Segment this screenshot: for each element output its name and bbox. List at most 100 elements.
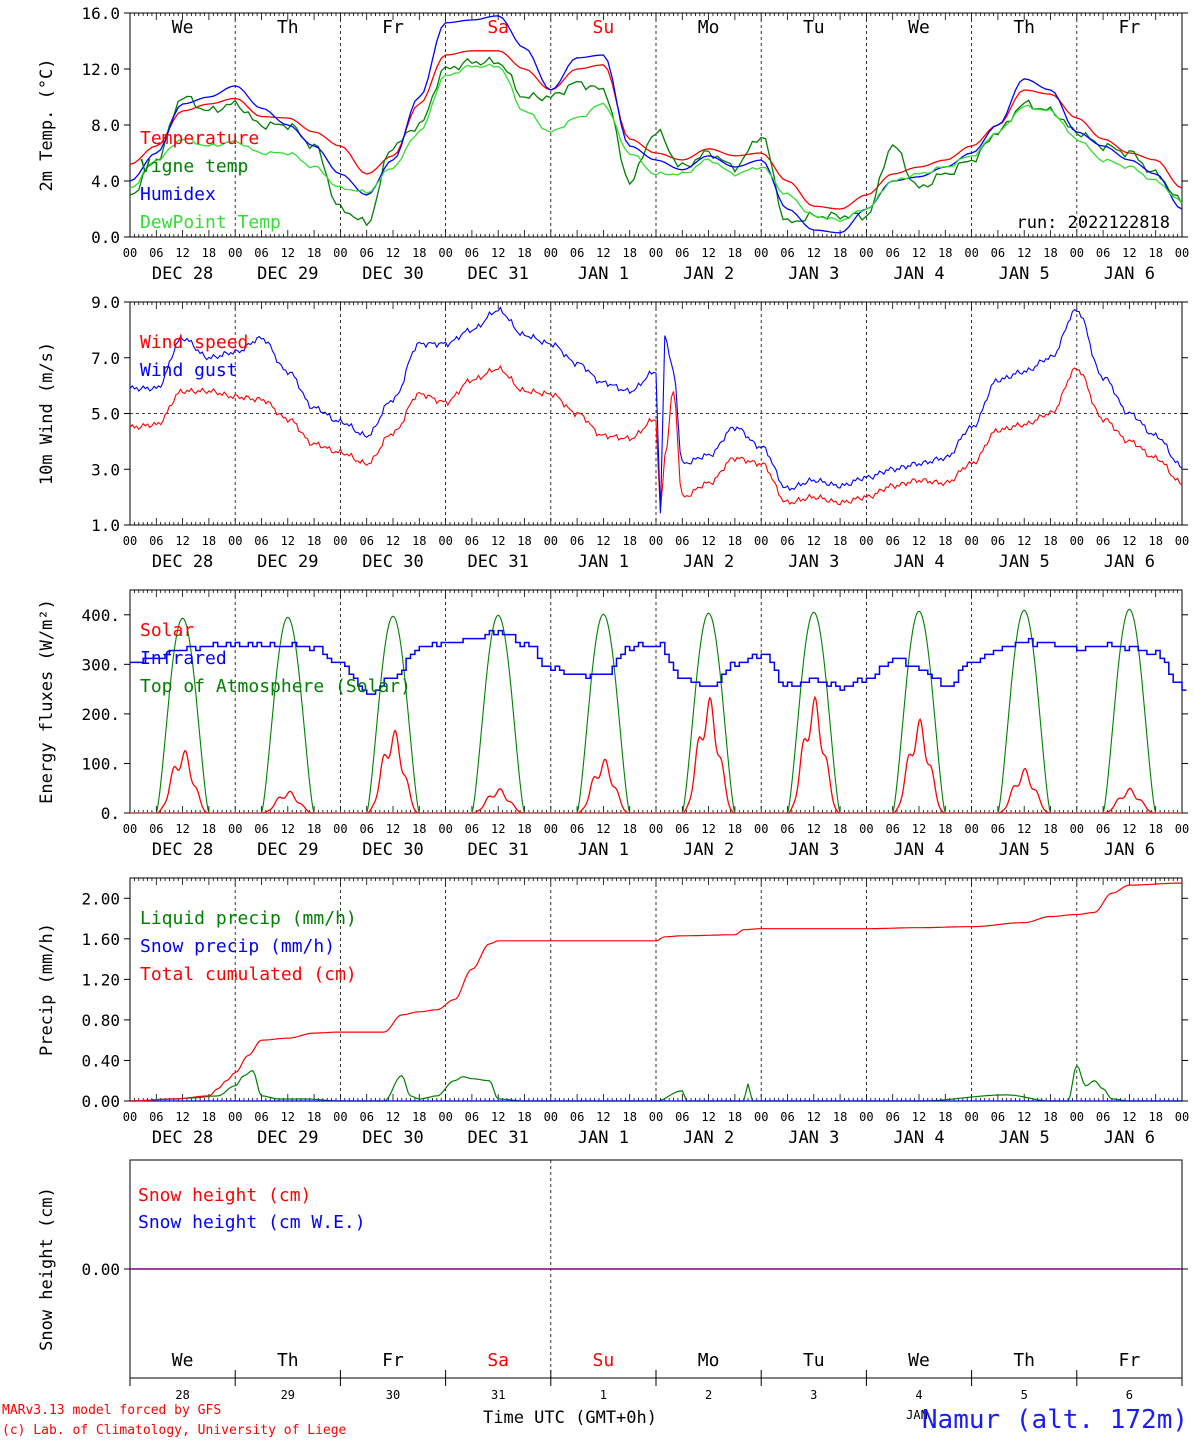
hour-tick-label: 12 bbox=[807, 534, 821, 548]
hour-tick-label: 06 bbox=[254, 822, 268, 836]
panel-2: 0. 100. 200. 300. 400. Energy fluxes (W/m²) 00… bbox=[37, 589, 1189, 860]
legend-entry: Infrared bbox=[140, 648, 227, 669]
legend-entry: Humidex bbox=[140, 184, 216, 205]
hour-tick-label: 18 bbox=[938, 534, 952, 548]
hour-tick-label: 06 bbox=[1096, 534, 1110, 548]
y-tick-label: 0. bbox=[101, 804, 120, 823]
hour-tick-label: 12 bbox=[281, 1110, 295, 1124]
y-tick-label: 1.60 bbox=[81, 930, 120, 949]
model-credit: MARv3.13 model forced by GFS bbox=[2, 1403, 221, 1418]
hour-tick-label: 06 bbox=[149, 822, 163, 836]
y-tick-label: 400. bbox=[81, 606, 120, 625]
hour-tick-label: 18 bbox=[728, 822, 742, 836]
date-label: DEC 28 bbox=[152, 552, 213, 572]
hour-tick-label: 18 bbox=[1043, 534, 1057, 548]
hour-tick-label: 12 bbox=[491, 246, 505, 260]
hour-tick-label: 12 bbox=[1017, 822, 1031, 836]
hour-tick-label: 00 bbox=[438, 822, 452, 836]
hour-tick-label: 00 bbox=[333, 534, 347, 548]
hour-tick-label: 00 bbox=[1175, 246, 1189, 260]
weekday-label: We bbox=[908, 17, 930, 38]
hour-tick-label: 18 bbox=[307, 246, 321, 260]
date-label: JAN 3 bbox=[788, 1128, 839, 1148]
hour-tick-label: 00 bbox=[964, 822, 978, 836]
hour-tick-label: 06 bbox=[885, 822, 899, 836]
hour-tick-label: 06 bbox=[254, 1110, 268, 1124]
legend-entry: Solar bbox=[140, 620, 194, 641]
hour-tick-label: 00 bbox=[859, 1110, 873, 1124]
y-tick-label: 1.20 bbox=[81, 970, 120, 989]
hour-tick-label: 12 bbox=[175, 822, 189, 836]
date-label: DEC 31 bbox=[467, 552, 528, 572]
hour-tick-label: 06 bbox=[149, 246, 163, 260]
weekday-label: We bbox=[908, 1350, 930, 1371]
hour-tick-label: 18 bbox=[622, 822, 636, 836]
y-tick-label: 300. bbox=[81, 655, 120, 674]
y-tick-label: 2.00 bbox=[81, 889, 120, 908]
hour-tick-label: 06 bbox=[991, 1110, 1005, 1124]
y-tick-label: 8.0 bbox=[91, 116, 120, 135]
date-label: JAN 2 bbox=[683, 552, 734, 572]
legend-entry: Top of Atmosphere (Solar) bbox=[140, 676, 411, 697]
hour-tick-label: 00 bbox=[859, 822, 873, 836]
hour-tick-label: 18 bbox=[412, 1110, 426, 1124]
date-label: JAN 2 bbox=[683, 840, 734, 860]
toa-solar-curve bbox=[997, 609, 1052, 814]
date-label: JAN 1 bbox=[578, 264, 629, 284]
hour-tick-label: 18 bbox=[622, 1110, 636, 1124]
toa-solar-curve bbox=[260, 616, 315, 814]
hour-tick-label: 12 bbox=[386, 822, 400, 836]
y-tick-label: 200. bbox=[81, 705, 120, 724]
hour-tick-label: 06 bbox=[465, 534, 479, 548]
date-label: DEC 29 bbox=[257, 264, 318, 284]
hour-tick-label: 18 bbox=[833, 822, 847, 836]
hour-tick-label: 12 bbox=[281, 822, 295, 836]
hour-tick-label: 18 bbox=[517, 822, 531, 836]
hour-tick-label: 00 bbox=[228, 1110, 242, 1124]
date-label: JAN 6 bbox=[1104, 840, 1155, 860]
hour-tick-label: 00 bbox=[123, 534, 137, 548]
hour-tick-label: 18 bbox=[728, 246, 742, 260]
hour-tick-label: 00 bbox=[964, 1110, 978, 1124]
hour-tick-label: 00 bbox=[228, 534, 242, 548]
hour-tick-label: 06 bbox=[885, 1110, 899, 1124]
date-label: JAN 4 bbox=[893, 552, 944, 572]
solar-curve bbox=[156, 749, 209, 814]
panels: 0.04.08.012.016.02m Temp. (°C)00 06 12 18 00… bbox=[37, 4, 1189, 1402]
solar-curve bbox=[261, 790, 315, 814]
hour-tick-label: 00 bbox=[649, 822, 663, 836]
weekday-label: Fr bbox=[382, 1350, 404, 1371]
hour-tick-label: 00 bbox=[438, 534, 452, 548]
hour-tick-label: 12 bbox=[701, 534, 715, 548]
hour-tick-label: 18 bbox=[307, 534, 321, 548]
hour-tick-label: 18 bbox=[517, 534, 531, 548]
hour-tick-label: 00 bbox=[754, 822, 768, 836]
legend-entry: DewPoint Temp bbox=[140, 212, 281, 233]
hour-tick-label: 18 bbox=[833, 246, 847, 260]
date-label: JAN 1 bbox=[578, 552, 629, 572]
hour-tick-label: 12 bbox=[1017, 1110, 1031, 1124]
y-tick-label: 1.0 bbox=[91, 516, 120, 535]
date-label: JAN 2 bbox=[683, 1128, 734, 1148]
date-label: JAN 4 bbox=[893, 840, 944, 860]
hour-tick-label: 12 bbox=[596, 534, 610, 548]
toa-solar-curve bbox=[1102, 608, 1157, 814]
hour-tick-label: 18 bbox=[202, 1110, 216, 1124]
hour-tick-label: 00 bbox=[859, 246, 873, 260]
hour-tick-label: 18 bbox=[728, 534, 742, 548]
hour-tick-label: 12 bbox=[281, 534, 295, 548]
hour-tick-label: 12 bbox=[596, 246, 610, 260]
month-label: JAN bbox=[906, 1408, 928, 1422]
plot-frame bbox=[129, 589, 1183, 814]
y-tick-label: 3.0 bbox=[91, 460, 120, 479]
hour-tick-label: 06 bbox=[570, 534, 584, 548]
run-annotation: run: 2022122818 bbox=[1016, 213, 1170, 233]
date-label: DEC 30 bbox=[362, 840, 423, 860]
hour-tick-label: 12 bbox=[491, 534, 505, 548]
date-label: DEC 30 bbox=[362, 552, 423, 572]
hour-tick-label: 12 bbox=[807, 246, 821, 260]
hour-tick-label: 00 bbox=[123, 1110, 137, 1124]
panel-3: 0.00 0.40 0.80 1.20 1.60 2.00 Precip (mm/h) 00 0… bbox=[37, 877, 1189, 1148]
hour-tick-label: 12 bbox=[386, 246, 400, 260]
hour-tick-label: 00 bbox=[964, 534, 978, 548]
